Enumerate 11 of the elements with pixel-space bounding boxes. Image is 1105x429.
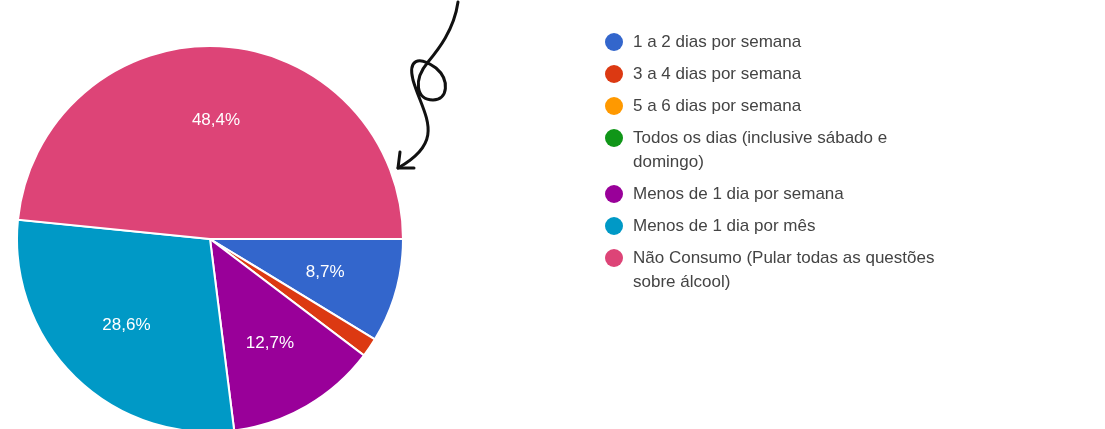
data-label: 48,4% [191,109,241,129]
data-label: 8,7% [305,261,345,281]
data-label: 12,7% [245,333,295,353]
data-label: 28,6% [102,315,151,335]
legend-label: 3 a 4 dias por semana [633,63,802,85]
legend-label: Não Consumo (Pular todas as questões sobre álcool) [633,247,936,293]
legend-label: Todos os dias (inclusive sábado e domingo) [633,127,889,173]
legend-label: 1 a 2 dias por semana [633,31,802,53]
legend-label: Menos de 1 dia por semana [633,183,844,205]
legend-label: Menos de 1 dia por mês [633,215,816,237]
legend-label: 5 a 6 dias por semana [633,95,802,117]
